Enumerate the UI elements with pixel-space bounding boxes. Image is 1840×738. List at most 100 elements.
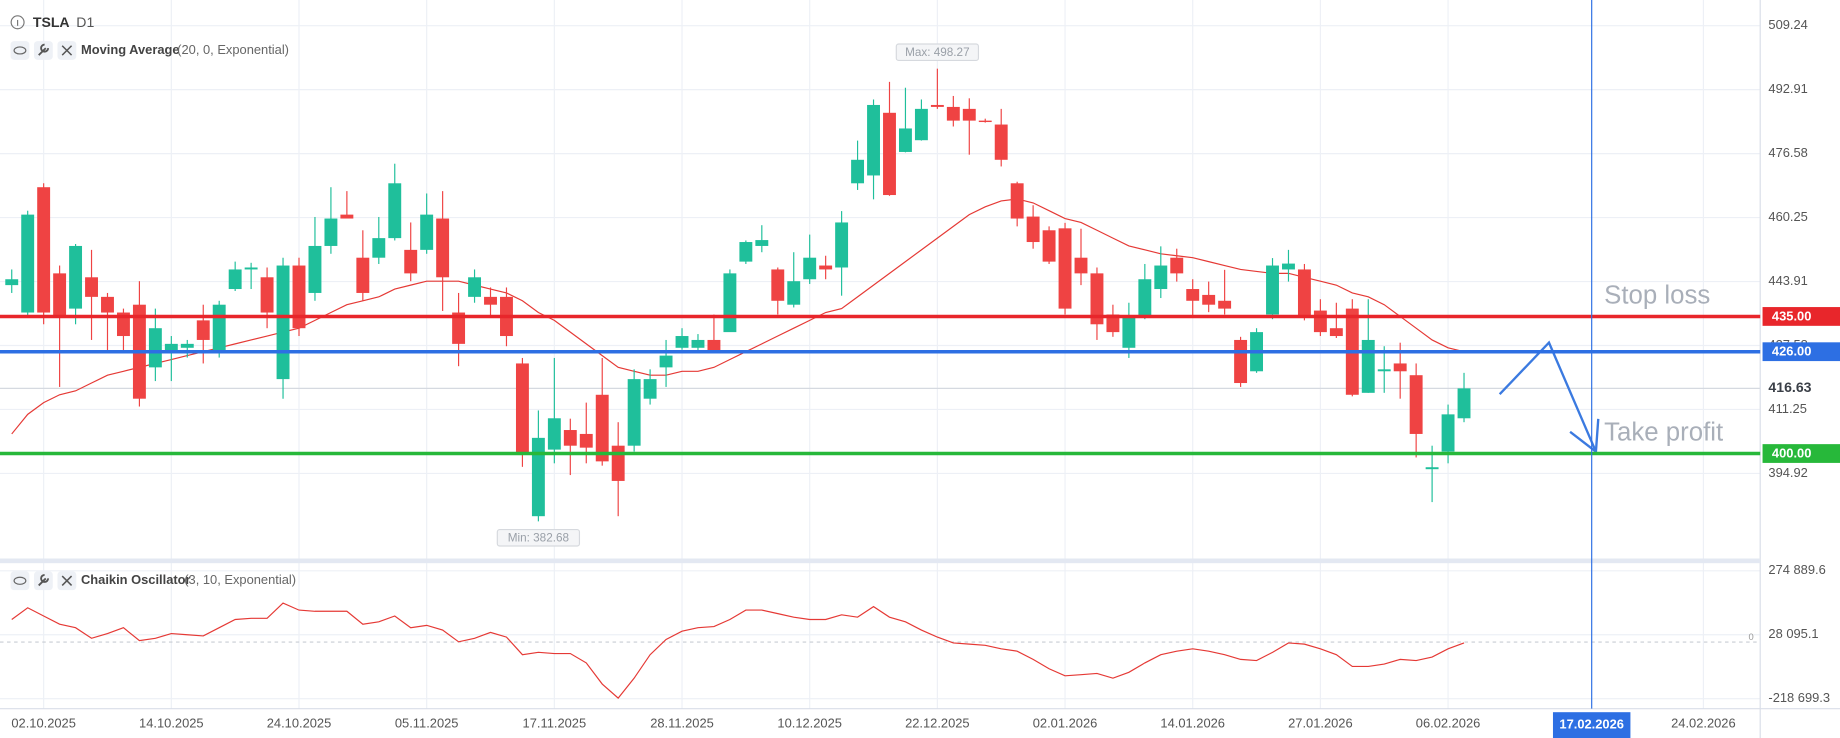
candle-body (994, 124, 1008, 160)
candle-body (260, 277, 274, 313)
x-tick-label: 05.11.2025 (395, 715, 459, 730)
candle-body (388, 183, 402, 239)
level-price-label: 400.00 (1772, 446, 1811, 461)
x-tick-label: 24.10.2025 (267, 715, 332, 730)
info-icon[interactable] (10, 15, 25, 30)
close-icon (61, 575, 73, 587)
candle-body (978, 120, 992, 123)
x-tick-label: 10.12.2025 (777, 715, 842, 730)
zero-label: 0 (1748, 632, 1753, 642)
indicator-line (11, 602, 1465, 699)
indicator-name[interactable]: Moving Average (81, 42, 180, 57)
candle-body (212, 304, 226, 352)
candle-body (1393, 363, 1407, 372)
arrow-path[interactable] (1498, 340, 1597, 453)
x-tick-label: 17.11.2025 (523, 715, 587, 730)
candle-body (803, 257, 817, 280)
candle-body (372, 238, 386, 258)
candle-body (1218, 300, 1232, 309)
axis-layer: 02.10.2025 14.10.2025 24.10.2025 05.11.2025… (11, 17, 1830, 730)
candle-body (148, 328, 162, 368)
y-tick-label: 509.24 (1768, 17, 1807, 32)
main-header: TSLA D1 Moving Average (20, 0, Exponenti… (10, 14, 289, 60)
oscillator-name[interactable]: Chaikin Oscillator (81, 572, 191, 587)
visibility-button[interactable] (10, 41, 30, 60)
candle-body (324, 218, 338, 246)
candle-body (819, 265, 833, 270)
candle-body (308, 245, 322, 293)
eye-icon (13, 576, 27, 585)
symbol[interactable]: TSLA (33, 14, 70, 30)
candle-body (595, 394, 609, 462)
candle-body (356, 257, 370, 293)
y-tick-label: 394.92 (1768, 465, 1807, 480)
candle-body (404, 249, 418, 274)
candle-body (452, 312, 466, 344)
oscillator-header: Chaikin Oscillator (3, 10, Exponential) (10, 571, 296, 591)
pane-separator[interactable] (0, 558, 1761, 564)
oscillator-params: (3, 10, Exponential) (184, 572, 296, 587)
extreme-marker-label: Max: 498.27 (905, 46, 970, 59)
candle-body (867, 104, 880, 176)
candle-body (739, 242, 753, 262)
candle-body (1058, 228, 1072, 309)
candle-body (1361, 339, 1375, 393)
visibility-button[interactable] (10, 571, 30, 591)
candle-body (53, 273, 67, 317)
wrench-icon (38, 43, 50, 56)
x-tick-label: 06.02.2026 (1416, 715, 1481, 730)
candle-body (1457, 388, 1471, 419)
candle-body (5, 279, 19, 286)
y-tick-label: 476.58 (1768, 145, 1807, 160)
crosshair-date-box (1552, 712, 1631, 738)
y-tick-label: 274 889.6 (1768, 562, 1825, 577)
crosshair-date-label: 17.02.2026 (1559, 717, 1624, 732)
candle-body (1026, 216, 1040, 243)
x-tick-label: 02.10.2025 (11, 715, 76, 730)
drawn-arrow[interactable] (1498, 340, 1600, 454)
x-tick-label: 22.12.2025 (905, 715, 970, 730)
candle-body (1202, 294, 1216, 305)
candle-body (1441, 414, 1455, 452)
candle-body (340, 214, 354, 219)
arrow-head (1569, 418, 1600, 454)
candle-body (69, 245, 83, 309)
candle-body (85, 277, 98, 297)
candle-body (1138, 279, 1152, 317)
x-tick-label: 14.01.2026 (1160, 715, 1225, 730)
extreme-marker-box (895, 43, 980, 62)
candle-body (468, 277, 482, 297)
candle-body (228, 269, 242, 290)
extreme-marker-box (496, 528, 581, 547)
candle-body (292, 265, 306, 329)
candle-body (723, 273, 737, 333)
candle-body (611, 445, 625, 481)
candle-body (1090, 273, 1104, 325)
level-price-label: 435.00 (1772, 308, 1811, 323)
last-price-label: 416.63 (1768, 379, 1811, 395)
extreme-marker-label: Min: 382.68 (508, 531, 570, 544)
candle-body (707, 339, 721, 352)
candle-body (659, 355, 673, 368)
x-tick-label: 24.02.2026 (1671, 715, 1736, 730)
close-icon (61, 45, 73, 56)
candle-body (787, 281, 801, 305)
y-tick-label: -218 699.3 (1768, 690, 1830, 705)
wrench-icon (38, 573, 50, 587)
candle-body (180, 343, 194, 348)
indicator-params: (20, 0, Exponential) (177, 42, 289, 57)
candle-body (101, 296, 114, 313)
candle-body (1010, 183, 1024, 219)
candle-body (37, 187, 51, 313)
timeframe[interactable]: D1 (76, 14, 94, 30)
candle-body (21, 214, 35, 313)
level-note: Stop loss (1604, 281, 1710, 309)
candle-body (1409, 375, 1423, 434)
x-tick-label: 28.11.2025 (650, 715, 714, 730)
candle-body (563, 430, 577, 446)
candle-body (196, 320, 210, 340)
candle-body (1377, 369, 1391, 372)
candle-body (1329, 328, 1343, 337)
